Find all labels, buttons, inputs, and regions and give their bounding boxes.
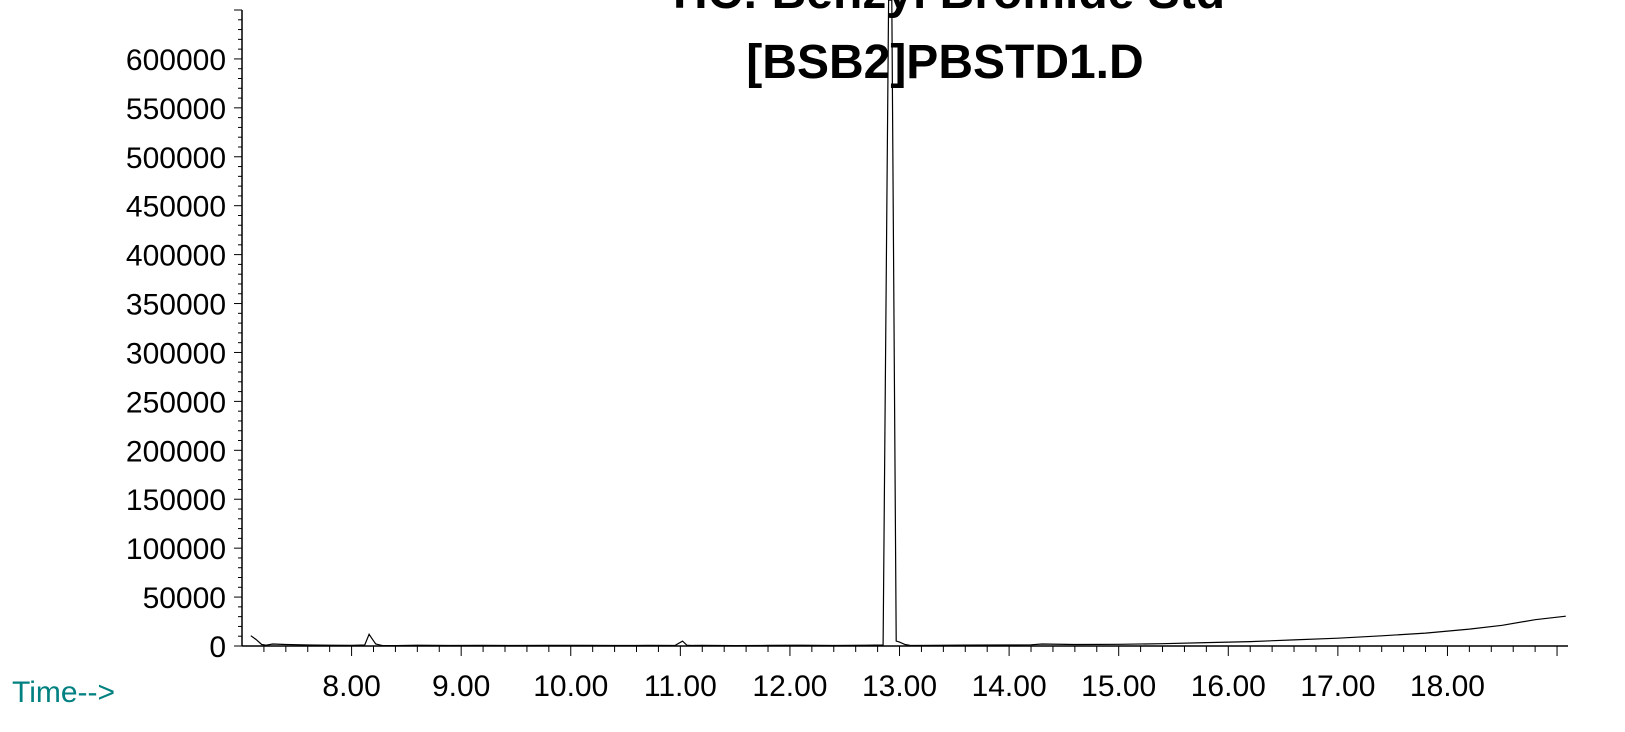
- y-tick-label: 500000: [126, 142, 226, 175]
- y-tick-label: 0: [209, 631, 226, 664]
- y-tick-label: 100000: [126, 533, 226, 566]
- x-tick-label: 13.00: [862, 670, 937, 703]
- series-group: [250, 0, 1566, 647]
- x-minor-ticks: [263, 646, 1558, 656]
- x-tick-label: 16.00: [1191, 670, 1266, 703]
- x-tick-label: 9.00: [432, 670, 490, 703]
- axes: 0 50000 100000 150000 200000 250000 300000 3500…: [126, 9, 1568, 703]
- y-tick-label: 200000: [126, 435, 226, 468]
- x-tick-label: 18.00: [1410, 670, 1485, 703]
- y-tick-label: 250000: [126, 386, 226, 419]
- y-tick-label: 600000: [126, 44, 226, 77]
- x-tick-label: 14.00: [972, 670, 1047, 703]
- x-tick-label: 15.00: [1081, 670, 1156, 703]
- y-tick-label: 350000: [126, 289, 226, 322]
- y-tick-label: 300000: [126, 337, 226, 370]
- y-tick-label: 400000: [126, 240, 226, 273]
- x-axis-label: Time-->: [12, 676, 115, 709]
- chart-title-line-2: [BSB2]PBSTD1.D: [746, 36, 1143, 89]
- y-tick-label: 450000: [126, 191, 226, 224]
- y-tick-label: 550000: [126, 93, 226, 126]
- x-tick-labels: 8.00 9.00 10.00 11.00 12.00 13.00 14.00 15.00 16…: [322, 670, 1485, 703]
- y-tick-label: 50000: [143, 582, 226, 615]
- x-tick-label: 17.00: [1300, 670, 1375, 703]
- y-tick-label: 150000: [126, 484, 226, 517]
- y-minor-ticks: [234, 9, 242, 647]
- x-tick-label: 11.00: [644, 670, 717, 703]
- y-tick-labels: 0 50000 100000 150000 200000 250000 300000 3500…: [126, 44, 226, 664]
- chromatogram-trace: [250, 0, 1566, 647]
- x-tick-label: 10.00: [533, 670, 608, 703]
- x-tick-label: 8.00: [322, 670, 380, 703]
- x-tick-label: 12.00: [752, 670, 827, 703]
- chart-title-line-1: TIC: Benzyl Bromide Std: [665, 0, 1225, 19]
